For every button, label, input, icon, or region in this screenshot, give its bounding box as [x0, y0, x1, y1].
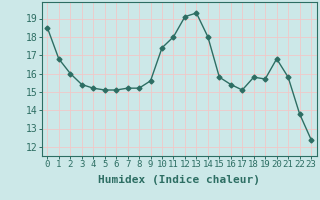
X-axis label: Humidex (Indice chaleur): Humidex (Indice chaleur) — [98, 175, 260, 185]
